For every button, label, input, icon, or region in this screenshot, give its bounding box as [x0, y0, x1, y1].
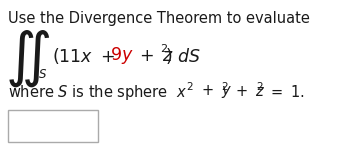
Text: Use the Divergence Theorem to evaluate: Use the Divergence Theorem to evaluate [8, 11, 310, 26]
Text: $9y$: $9y$ [110, 46, 134, 66]
Text: where $S$ is the sphere  $x$: where $S$ is the sphere $x$ [8, 82, 187, 101]
Bar [8, 110, 98, 142]
Text: $\iint$: $\iint$ [6, 29, 50, 89]
Text: $2$: $2$ [256, 80, 264, 92]
Text: $2$: $2$ [160, 42, 168, 54]
Text: $2$: $2$ [221, 80, 229, 92]
Text: $S$: $S$ [38, 67, 47, 81]
Text: $\ +\ z$: $\ +\ z$ [228, 85, 265, 100]
Text: $)\ dS$: $)\ dS$ [165, 46, 201, 66]
Text: $\ +\ z$: $\ +\ z$ [130, 47, 174, 65]
Text: $\ +\ y$: $\ +\ y$ [194, 83, 232, 101]
Text: $(11x\ +\ $: $(11x\ +\ $ [52, 46, 115, 66]
Text: $2$: $2$ [186, 80, 194, 92]
Text: $\ =\ 1.$: $\ =\ 1.$ [263, 84, 305, 100]
